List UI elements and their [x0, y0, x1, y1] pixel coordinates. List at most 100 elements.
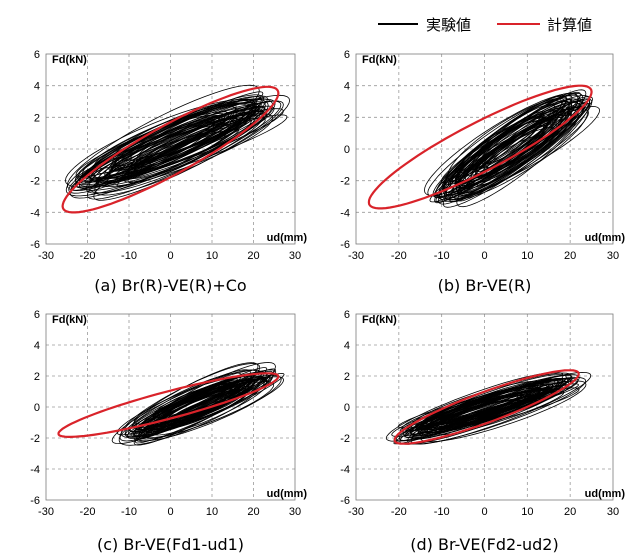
calculation-loop [57, 372, 280, 438]
y-tick-label: 0 [344, 144, 350, 156]
x-tick-label: 10 [206, 250, 218, 262]
experiment-loop [437, 104, 556, 200]
panel-caption: (d) Br-VE(Fd2-ud2) [410, 535, 558, 554]
plot-series [385, 369, 592, 445]
y-axis-title: Fd(kN) [362, 314, 397, 326]
calculation-loop [61, 85, 280, 214]
y-tick-label: 2 [344, 112, 350, 124]
y-tick-label: -4 [340, 464, 350, 476]
experiment-loop [443, 98, 579, 189]
y-tick-label: -2 [340, 176, 350, 188]
x-tick-label: -30 [348, 250, 364, 262]
x-tick-label: -30 [38, 250, 54, 262]
y-tick-label: 2 [344, 371, 350, 383]
x-tick-label: -20 [391, 506, 407, 518]
y-axis-title: Fd(kN) [52, 54, 87, 66]
experiment-loop [447, 97, 573, 183]
x-tick-label: -10 [121, 250, 137, 262]
x-tick-label: 30 [607, 250, 619, 262]
x-tick-label: 20 [564, 250, 576, 262]
x-tick-label: 0 [481, 506, 487, 518]
y-tick-label: 0 [34, 402, 40, 414]
panel-caption: (b) Br-VE(R) [438, 276, 532, 295]
x-tick-label: 10 [206, 506, 218, 518]
x-tick-label: -20 [80, 506, 96, 518]
x-tick-label: 0 [481, 250, 487, 262]
plot-series [57, 362, 285, 446]
experiment-loop [440, 99, 573, 184]
x-tick-label: 20 [564, 506, 576, 518]
y-tick-label: 6 [344, 309, 350, 321]
panel-caption: (a) Br(R)-VE(R)+Co [94, 276, 246, 295]
x-tick-label: 0 [167, 506, 173, 518]
legend: 実験値 計算値 [378, 16, 592, 34]
y-tick-label: 4 [34, 81, 40, 93]
x-tick-label: 30 [289, 250, 301, 262]
x-tick-label: -30 [38, 506, 54, 518]
experiment-loop [167, 396, 227, 424]
x-axis-title: ud(mm) [585, 488, 626, 500]
y-tick-label: -6 [340, 239, 350, 251]
y-tick-label: -2 [340, 433, 350, 445]
calculation-loop [393, 369, 580, 445]
legend-calculation-label: 計算値 [547, 16, 592, 34]
x-tick-label: -10 [434, 250, 450, 262]
y-tick-label: 4 [344, 81, 350, 93]
panel-caption: (c) Br-VE(Fd1-ud1) [97, 535, 244, 554]
y-tick-label: 0 [344, 402, 350, 414]
x-axis-title: ud(mm) [585, 232, 626, 244]
y-tick-label: 4 [34, 340, 40, 352]
x-tick-label: -20 [391, 250, 407, 262]
experiment-loop [148, 131, 227, 169]
y-axis-title: Fd(kN) [52, 314, 87, 326]
y-tick-label: 2 [34, 371, 40, 383]
y-tick-label: -2 [30, 176, 40, 188]
x-tick-label: -10 [434, 506, 450, 518]
x-tick-label: 30 [607, 506, 619, 518]
experiment-loop [452, 114, 574, 194]
y-tick-label: -6 [30, 495, 40, 507]
experiment-loop [158, 379, 255, 423]
experiment-loop [86, 100, 282, 200]
y-tick-label: -6 [340, 495, 350, 507]
x-tick-label: 0 [167, 250, 173, 262]
experiment-loop [140, 374, 252, 431]
plot-series [61, 84, 291, 214]
y-tick-label: 6 [344, 49, 350, 61]
x-tick-label: -10 [121, 506, 137, 518]
plot-series [367, 84, 601, 210]
plot-frame [45, 313, 296, 501]
x-tick-label: 20 [247, 250, 259, 262]
y-tick-label: 0 [34, 144, 40, 156]
experiment-loop [455, 107, 579, 185]
plot-frame [355, 313, 614, 501]
calculation-loop [367, 84, 593, 210]
y-tick-label: 6 [34, 49, 40, 61]
y-tick-label: 6 [34, 309, 40, 321]
y-tick-label: -4 [30, 207, 40, 219]
y-tick-label: -2 [30, 433, 40, 445]
y-tick-label: 2 [34, 112, 40, 124]
x-tick-label: 10 [521, 506, 533, 518]
x-tick-label: -20 [80, 250, 96, 262]
experiment-loop [116, 114, 265, 188]
experiment-loop [119, 109, 260, 182]
y-tick-label: -4 [30, 464, 40, 476]
y-axis-title: Fd(kN) [362, 54, 397, 66]
experiment-loop [116, 369, 257, 436]
x-axis-title: ud(mm) [267, 232, 308, 244]
x-axis-title: ud(mm) [267, 488, 308, 500]
experiment-loop [420, 380, 587, 443]
experiment-loop [406, 377, 587, 445]
experiment-loop [95, 111, 250, 187]
experiment-loop [124, 378, 268, 438]
plot-frame [45, 53, 296, 245]
x-tick-label: -30 [348, 506, 364, 518]
x-tick-label: 30 [289, 506, 301, 518]
